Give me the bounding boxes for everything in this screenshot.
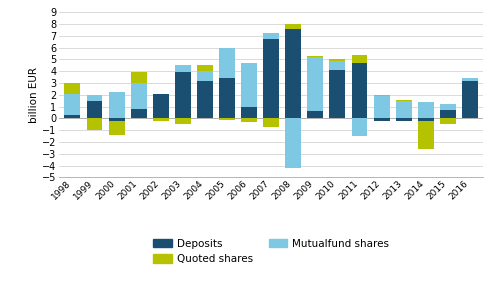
Bar	[418, 118, 434, 121]
Bar	[241, 118, 257, 122]
Bar	[396, 118, 412, 121]
Bar	[440, 118, 456, 124]
Bar	[352, 55, 367, 63]
Bar	[65, 115, 80, 118]
Bar	[131, 73, 146, 83]
Bar	[329, 70, 345, 118]
Bar	[352, 118, 367, 136]
Bar	[329, 61, 345, 70]
Bar	[153, 118, 169, 121]
Bar	[396, 101, 412, 118]
Bar	[131, 109, 146, 118]
Bar	[440, 110, 456, 118]
Bar	[197, 65, 213, 71]
Bar	[307, 56, 323, 57]
Bar	[87, 95, 103, 101]
Bar	[440, 104, 456, 110]
Bar	[87, 118, 103, 130]
Bar	[374, 96, 389, 118]
Bar	[131, 83, 146, 109]
Bar	[197, 71, 213, 81]
Bar	[108, 92, 125, 118]
Legend: Deposits, Quoted shares, Mutualfund shares: Deposits, Quoted shares, Mutualfund shar…	[149, 235, 393, 268]
Bar	[219, 48, 235, 78]
Bar	[65, 94, 80, 115]
Bar	[329, 59, 345, 61]
Bar	[285, 24, 301, 29]
Bar	[285, 29, 301, 118]
Bar	[374, 118, 389, 121]
Bar	[197, 81, 213, 118]
Bar	[263, 39, 279, 118]
Bar	[418, 121, 434, 149]
Bar	[219, 78, 235, 118]
Bar	[175, 65, 191, 73]
Bar	[65, 83, 80, 94]
Bar	[462, 81, 478, 118]
Bar	[263, 118, 279, 127]
Bar	[153, 94, 169, 118]
Bar	[307, 111, 323, 118]
Bar	[263, 33, 279, 39]
Bar	[241, 107, 257, 118]
Y-axis label: billion EUR: billion EUR	[29, 67, 39, 123]
Bar	[307, 57, 323, 111]
Bar	[462, 78, 478, 81]
Bar	[108, 121, 125, 135]
Bar	[396, 99, 412, 101]
Bar	[285, 118, 301, 168]
Bar	[108, 118, 125, 121]
Bar	[175, 118, 191, 124]
Bar	[418, 102, 434, 118]
Bar	[219, 118, 235, 120]
Bar	[374, 95, 389, 96]
Bar	[175, 73, 191, 118]
Bar	[241, 63, 257, 107]
Bar	[87, 101, 103, 118]
Bar	[352, 63, 367, 118]
